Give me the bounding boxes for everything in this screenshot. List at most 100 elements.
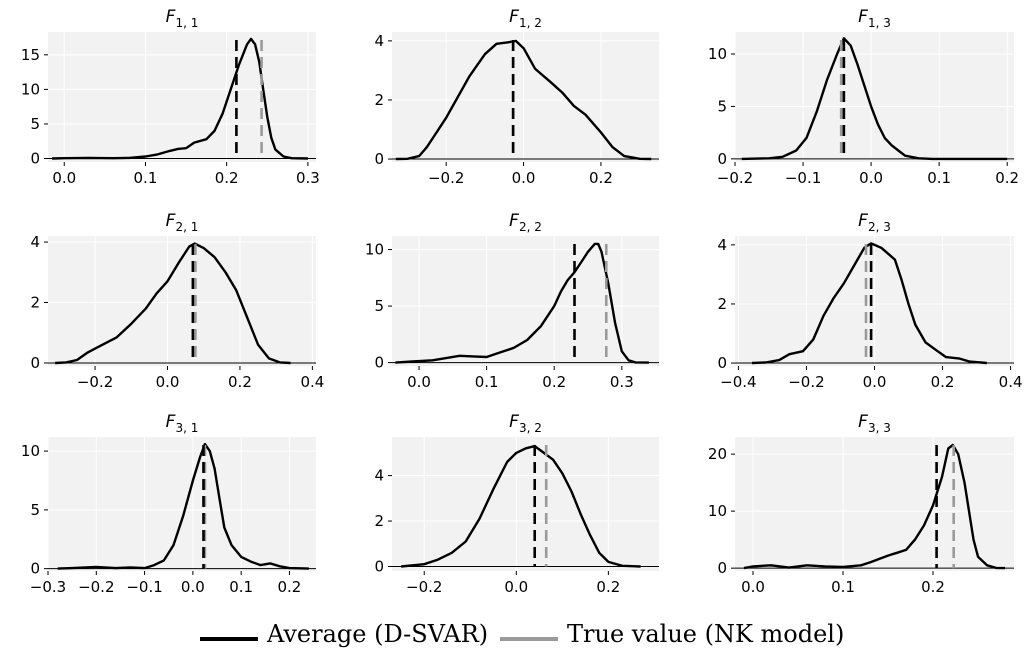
x-tick-label: 0.1 (475, 373, 499, 391)
panel-title: F3, 3 (858, 412, 891, 435)
panel-4: −0.2 0.0 0.2 0.4 0 2 4 F2, 1 (30, 211, 324, 391)
x-tick-label: 0.2 (995, 169, 1019, 187)
panel-title: F1, 3 (858, 7, 891, 30)
y-tick-label: 2 (717, 295, 727, 313)
y-tick-label: 5 (30, 115, 40, 133)
panel-9: 0.0 0.1 0.2 0 10 20 F3, 3 (708, 412, 1014, 596)
panel-2: −0.2 0.0 0.2 0 2 4 F1, 2 (374, 7, 659, 187)
panel-background (392, 236, 659, 366)
x-tick-label: 0.0 (504, 578, 528, 596)
legend: Average (D-SVAR) True value (NK model) (200, 620, 844, 648)
y-tick-label: 10 (21, 442, 40, 460)
panel-6: −0.4 −0.2 0.0 0.2 0.4 0 2 4 F2, 3 (717, 211, 1022, 391)
x-tick-label: 0.2 (542, 373, 566, 391)
x-tick-label: 0.0 (512, 169, 536, 187)
y-tick-label: 0 (717, 150, 727, 168)
density-curve (52, 37, 308, 160)
x-tick-label: 0.2 (215, 169, 239, 187)
y-tick-label: 0 (30, 150, 40, 168)
y-tick-label: 5 (374, 297, 384, 315)
y-tick-label: 0 (717, 559, 727, 577)
panel-3: −0.2 −0.1 0.0 0.1 0.2 0 5 10 F1, 3 (708, 7, 1019, 187)
panel-8: −0.2 0.0 0.2 0 2 4 F3, 2 (374, 412, 659, 596)
x-tick-label: 0.0 (741, 578, 765, 596)
x-tick-label: −0.2 (78, 578, 114, 596)
legend-true-label: True value (NK model) (567, 620, 844, 648)
y-tick-label: 4 (30, 233, 40, 251)
panel-1: 0.0 0.1 0.2 0.3 0 5 10 15 F1, 1 (21, 7, 320, 187)
panel-background (48, 437, 316, 571)
density-curve (743, 443, 1006, 570)
x-tick-label: −0.2 (717, 169, 753, 187)
x-tick-label: 0.4 (999, 373, 1023, 391)
y-tick-label: 10 (708, 45, 727, 63)
panel-7: −0.3 −0.2 −0.1 0.0 0.1 0.2 0 5 10 F3, 1 (21, 412, 316, 596)
x-tick-label: 0.2 (228, 373, 252, 391)
x-tick-label: 0.0 (156, 373, 180, 391)
x-tick-label: 0.1 (927, 169, 951, 187)
y-tick-label: 4 (374, 32, 384, 50)
x-tick-label: −0.1 (785, 169, 821, 187)
x-tick-label: 0.0 (859, 169, 883, 187)
y-tick-label: 10 (21, 80, 40, 98)
x-tick-label: 0.2 (921, 578, 945, 596)
x-tick-label: −0.2 (77, 373, 113, 391)
panel-title: F2, 3 (858, 211, 891, 234)
x-tick-label: −0.2 (788, 373, 824, 391)
x-tick-label: 0.4 (300, 373, 324, 391)
density-curve (55, 242, 291, 365)
x-tick-label: 0.2 (931, 373, 955, 391)
x-tick-label: 0.0 (407, 373, 431, 391)
y-tick-label: 5 (717, 97, 727, 115)
x-tick-label: 0.2 (278, 578, 302, 596)
y-tick-label: 4 (717, 236, 727, 254)
x-tick-label: −0.2 (428, 169, 464, 187)
panel-title: F1, 2 (509, 7, 542, 30)
y-tick-label: 0 (717, 354, 727, 372)
y-tick-label: 2 (374, 512, 384, 530)
x-tick-label: 0.0 (181, 578, 205, 596)
x-tick-label: 0.1 (831, 578, 855, 596)
x-tick-label: 0.0 (52, 169, 76, 187)
y-tick-label: 15 (21, 46, 40, 64)
x-tick-label: 0.0 (863, 373, 887, 391)
y-tick-label: 0 (30, 354, 40, 372)
y-tick-label: 2 (30, 294, 40, 312)
x-tick-label: 0.2 (589, 169, 613, 187)
density-curve (395, 242, 649, 364)
density-curve (57, 442, 309, 570)
legend-average-label: Average (D-SVAR) (266, 620, 488, 648)
x-tick-label: 0.1 (134, 169, 158, 187)
density-curve (751, 242, 987, 365)
y-tick-label: 0 (374, 354, 384, 372)
density-curve (741, 37, 1008, 161)
x-tick-label: 0.3 (296, 169, 320, 187)
y-tick-label: 0 (30, 560, 40, 578)
density-curve (395, 39, 652, 161)
x-tick-label: −0.4 (720, 373, 756, 391)
panel-background (48, 32, 316, 162)
panel-title: F2, 1 (166, 211, 199, 234)
panel-background (735, 32, 1014, 162)
x-tick-label: 0.2 (596, 578, 620, 596)
y-tick-label: 20 (708, 445, 727, 463)
panel-grid: 0.0 0.1 0.2 0.3 0 5 10 15 F1, 1 −0.2 0.0 0.2 0 2 4 F1, … (21, 7, 1023, 596)
panel-title: F1, 1 (166, 7, 199, 30)
x-tick-label: −0.2 (406, 578, 442, 596)
x-tick-label: −0.1 (126, 578, 162, 596)
y-tick-label: 0 (374, 150, 384, 168)
panel-title: F3, 2 (509, 412, 542, 435)
y-tick-label: 4 (374, 467, 384, 485)
y-tick-label: 10 (365, 241, 384, 259)
x-tick-label: 0.3 (610, 373, 634, 391)
panel-title: F2, 2 (509, 211, 542, 234)
panel-5: 0.0 0.1 0.2 0.3 0 5 10 F2, 2 (365, 211, 659, 391)
panel-title: F3, 1 (166, 412, 199, 435)
y-tick-label: 5 (30, 501, 40, 519)
y-tick-label: 2 (374, 91, 384, 109)
y-tick-label: 10 (708, 502, 727, 520)
panel-background (735, 437, 1014, 571)
panel-background (392, 437, 659, 571)
